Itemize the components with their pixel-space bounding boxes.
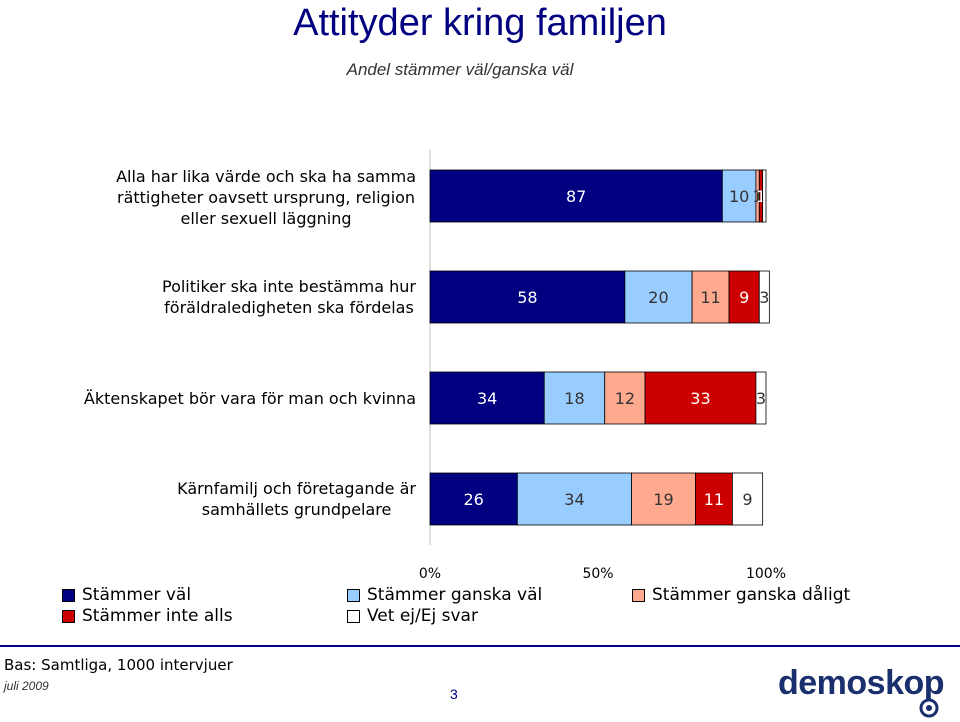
data-label: 26 — [464, 490, 484, 509]
bar-segment — [429, 371, 545, 425]
x-tick-label: 0% — [419, 566, 441, 582]
legend-label: Stämmer ganska dåligt — [652, 585, 851, 605]
legend-label: Stämmer ganska väl — [367, 585, 543, 605]
legend-label: Stämmer väl — [82, 585, 192, 605]
data-label: 18 — [564, 389, 584, 408]
legend-item: Stämmer inte alls — [62, 606, 233, 626]
bar-segment — [516, 472, 632, 526]
data-label: 58 — [517, 288, 537, 307]
category-label: Alla har lika värde och ska ha samma rätt… — [116, 166, 416, 228]
legend-swatch — [632, 588, 645, 602]
legend-swatch — [62, 609, 75, 623]
bar-segment — [758, 270, 770, 324]
data-label: 3 — [756, 389, 766, 408]
page-subtitle: Andel stämmer väl/ganska väl — [346, 60, 574, 79]
data-label: 1 — [756, 187, 766, 206]
page-number: 3 — [450, 686, 458, 702]
bar-segment — [429, 472, 518, 526]
bar-segment — [695, 472, 733, 526]
data-label: 34 — [477, 389, 497, 408]
legend-item: Vet ej/Ej svar — [347, 606, 478, 626]
data-label: 33 — [690, 389, 710, 408]
bar-segment — [543, 371, 606, 425]
x-tick-label: 100% — [746, 566, 786, 582]
legend-label: Stämmer inte alls — [82, 606, 233, 626]
data-label: 12 — [615, 389, 635, 408]
data-label: 34 — [564, 490, 584, 509]
legend-item: Stämmer ganska dåligt — [632, 585, 850, 605]
legend-swatch — [347, 609, 360, 623]
bar-segment — [644, 371, 757, 425]
legend-swatch — [62, 588, 75, 602]
bar-segment — [429, 169, 723, 223]
bar-segment — [631, 472, 696, 526]
data-label: 20 — [648, 288, 668, 307]
data-label: 3 — [759, 288, 769, 307]
data-label: 10 — [729, 187, 749, 206]
footer-divider — [0, 645, 960, 647]
data-label: 87 — [566, 187, 586, 206]
bar-segment — [732, 472, 764, 526]
category-label: Politiker ska inte bestämma hur föräldral… — [161, 277, 416, 317]
bar-segment — [755, 371, 767, 425]
bar-segment — [762, 169, 767, 223]
data-label: 1 — [753, 187, 763, 206]
data-label: 19 — [653, 490, 673, 509]
footnote: Bas: Samtliga, 1000 intervjuer — [4, 656, 233, 674]
legend-item: Stämmer väl — [62, 585, 191, 605]
category-label: Äktenskapet bör vara för man och kvinna — [83, 388, 416, 408]
x-tick-label: 50% — [582, 566, 613, 582]
legend-item: Stämmer ganska väl — [347, 585, 542, 605]
logo-dot-icon — [919, 698, 939, 718]
data-label: 11 — [704, 490, 724, 509]
demoskop-logo: demoskop — [778, 664, 945, 702]
data-label: 9 — [742, 490, 752, 509]
legend-swatch — [347, 588, 360, 602]
data-label: 9 — [739, 288, 749, 307]
page-title: Attityder kring familjen — [293, 2, 667, 44]
legend-label: Vet ej/Ej svar — [367, 606, 478, 626]
bar-segment — [624, 270, 693, 324]
category-label: Kärnfamilj och företagande är samhällets … — [177, 479, 416, 519]
data-label: 11 — [700, 288, 720, 307]
date: juli 2009 — [4, 679, 49, 693]
